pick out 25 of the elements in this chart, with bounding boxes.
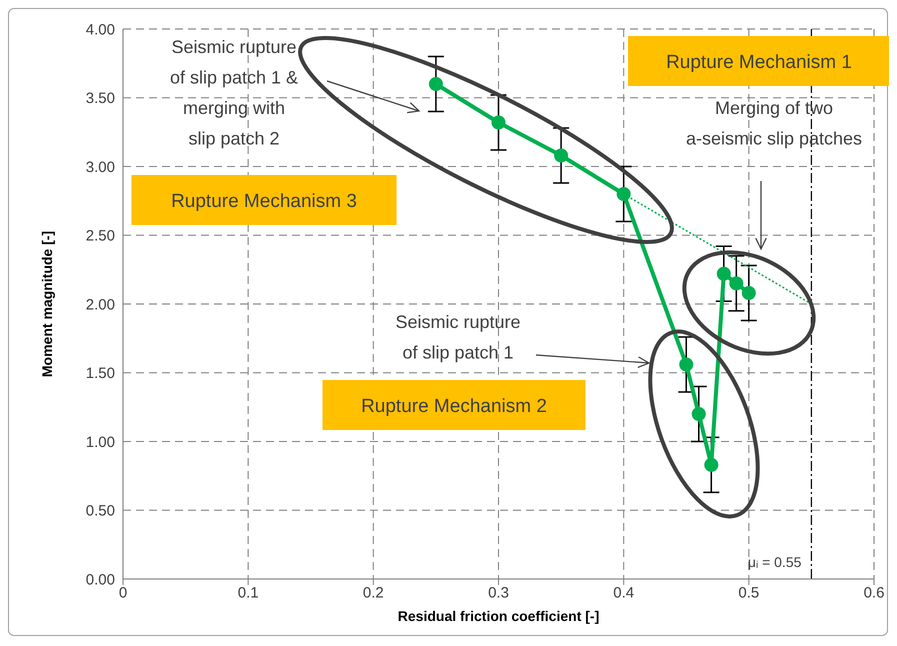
annotation: Merging of two a-seismic slip patches (686, 98, 862, 148)
y-axis-title: Moment magnitude [-] (38, 230, 55, 378)
y-tick-label: 4.00 (86, 21, 115, 38)
annotation: Rupture Mechanism 2 (361, 396, 547, 417)
y-tick-label: 3.50 (86, 90, 115, 108)
x-tick-label: 0.2 (362, 584, 384, 602)
x-tick-label: 0 (118, 584, 128, 602)
y-tick-label: 3.00 (86, 158, 115, 176)
y-tick-label: 0.00 (86, 571, 115, 588)
x-axis-title: Residual friction coefficient [-] (398, 608, 600, 624)
annotation: Seismic rupture of slip patch 1 (395, 312, 521, 362)
y-tick-label: 2.00 (86, 296, 115, 314)
y-tick-label: 1.00 (86, 434, 115, 451)
y-tick-label: 1.50 (86, 365, 115, 382)
annotation: Rupture Mechanism 3 (171, 191, 357, 212)
ref-line-label: μᵢ = 0.55 (748, 554, 802, 570)
y-tick-label: 2.50 (86, 228, 115, 245)
x-tick-label: 0.1 (238, 584, 259, 602)
x-tick-label: 0.3 (488, 584, 509, 602)
annotation: Rupture Mechanism 1 (666, 52, 852, 73)
x-tick-label: 0.6 (864, 584, 884, 602)
y-tick-label: 0.50 (86, 502, 115, 520)
annotation: Seismic rupture of slip patch 1 & merging with slip patch 2 (170, 37, 298, 148)
x-tick-label: 0.5 (738, 584, 760, 602)
x-tick-label: 0.4 (613, 584, 634, 602)
